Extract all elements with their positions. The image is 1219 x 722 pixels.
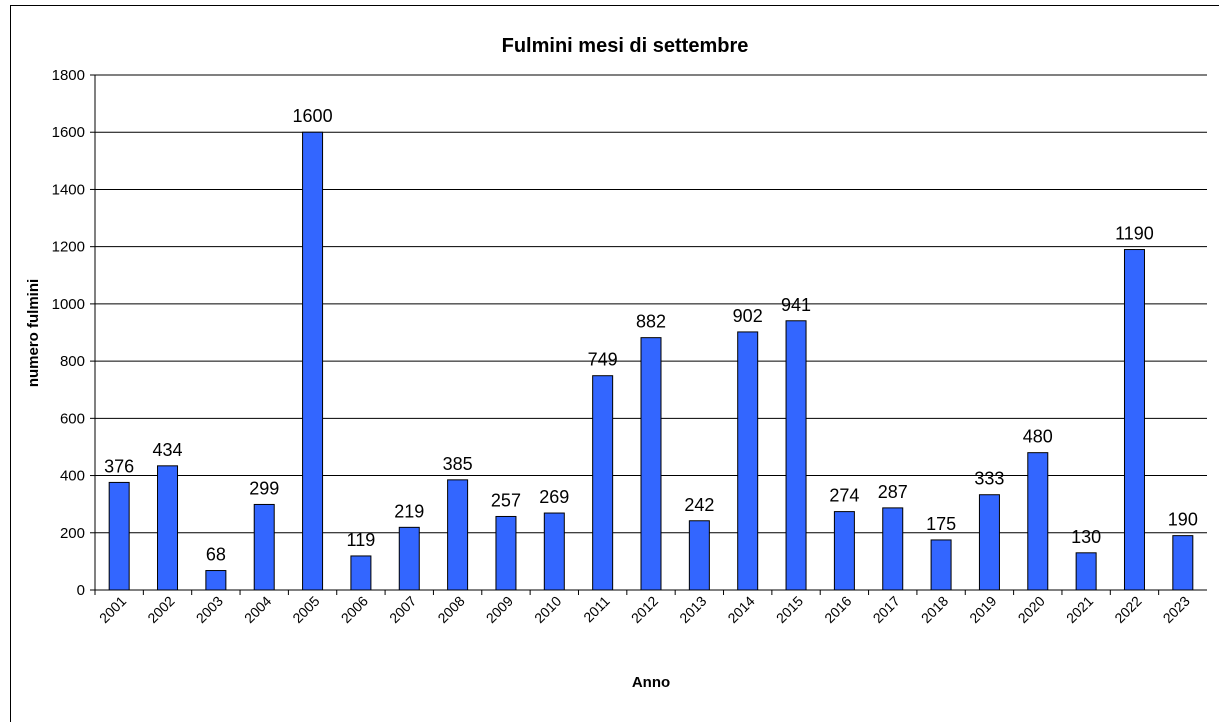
y-tick-label: 200	[60, 525, 85, 542]
y-tick-label: 800	[60, 353, 85, 370]
y-tick-label: 1200	[52, 239, 85, 256]
bar	[882, 507, 904, 591]
bar	[350, 555, 372, 591]
bar	[930, 539, 952, 591]
bar	[1123, 249, 1145, 591]
y-tick-label: 1000	[52, 296, 85, 313]
bar	[398, 526, 420, 591]
data-label: 941	[781, 295, 811, 315]
bar	[1075, 552, 1097, 591]
data-label: 1600	[293, 106, 333, 126]
bar	[1172, 535, 1194, 591]
data-label: 119	[347, 530, 376, 550]
data-label: 68	[206, 545, 226, 565]
chart-frame	[10, 5, 1219, 722]
y-axis-label: numero fulmini	[25, 279, 42, 387]
bar	[302, 131, 324, 591]
data-label: 287	[878, 482, 908, 502]
y-tick-label: 1800	[52, 67, 85, 84]
data-label: 376	[104, 456, 134, 476]
bar	[108, 481, 130, 591]
bar	[640, 337, 662, 591]
y-tick-label: 600	[60, 410, 85, 427]
bar	[833, 511, 855, 591]
bar	[737, 331, 759, 591]
chart-title: Fulmini mesi di settembre	[502, 35, 749, 57]
y-tick-label: 0	[77, 582, 85, 599]
data-label: 385	[443, 454, 473, 474]
data-label: 333	[974, 469, 1004, 489]
bar	[688, 520, 710, 591]
y-tick-label: 1400	[52, 181, 85, 198]
data-label: 190	[1168, 510, 1198, 530]
data-label: 175	[926, 514, 956, 534]
data-label: 242	[684, 495, 714, 515]
y-tick-label: 1600	[52, 124, 85, 141]
data-label: 219	[394, 501, 424, 521]
data-label: 882	[636, 312, 666, 332]
data-label: 130	[1071, 527, 1101, 547]
bar	[592, 375, 614, 591]
bar	[978, 494, 1000, 591]
data-label: 257	[491, 490, 521, 510]
bar	[785, 320, 807, 591]
data-label: 480	[1023, 427, 1053, 447]
data-label: 299	[249, 478, 279, 498]
data-label: 902	[733, 306, 763, 326]
data-label: 749	[588, 350, 618, 370]
bar	[495, 515, 517, 591]
bar	[157, 465, 179, 591]
data-label: 274	[829, 486, 859, 506]
y-tick-label: 400	[60, 468, 85, 485]
bar	[543, 512, 565, 591]
bar	[447, 479, 469, 591]
data-label: 434	[152, 440, 182, 460]
x-axis-label: Anno	[632, 674, 670, 691]
bar	[205, 570, 227, 591]
bar	[1027, 452, 1049, 591]
bar	[253, 503, 275, 591]
data-label: 269	[539, 487, 569, 507]
data-label: 1190	[1115, 224, 1154, 244]
